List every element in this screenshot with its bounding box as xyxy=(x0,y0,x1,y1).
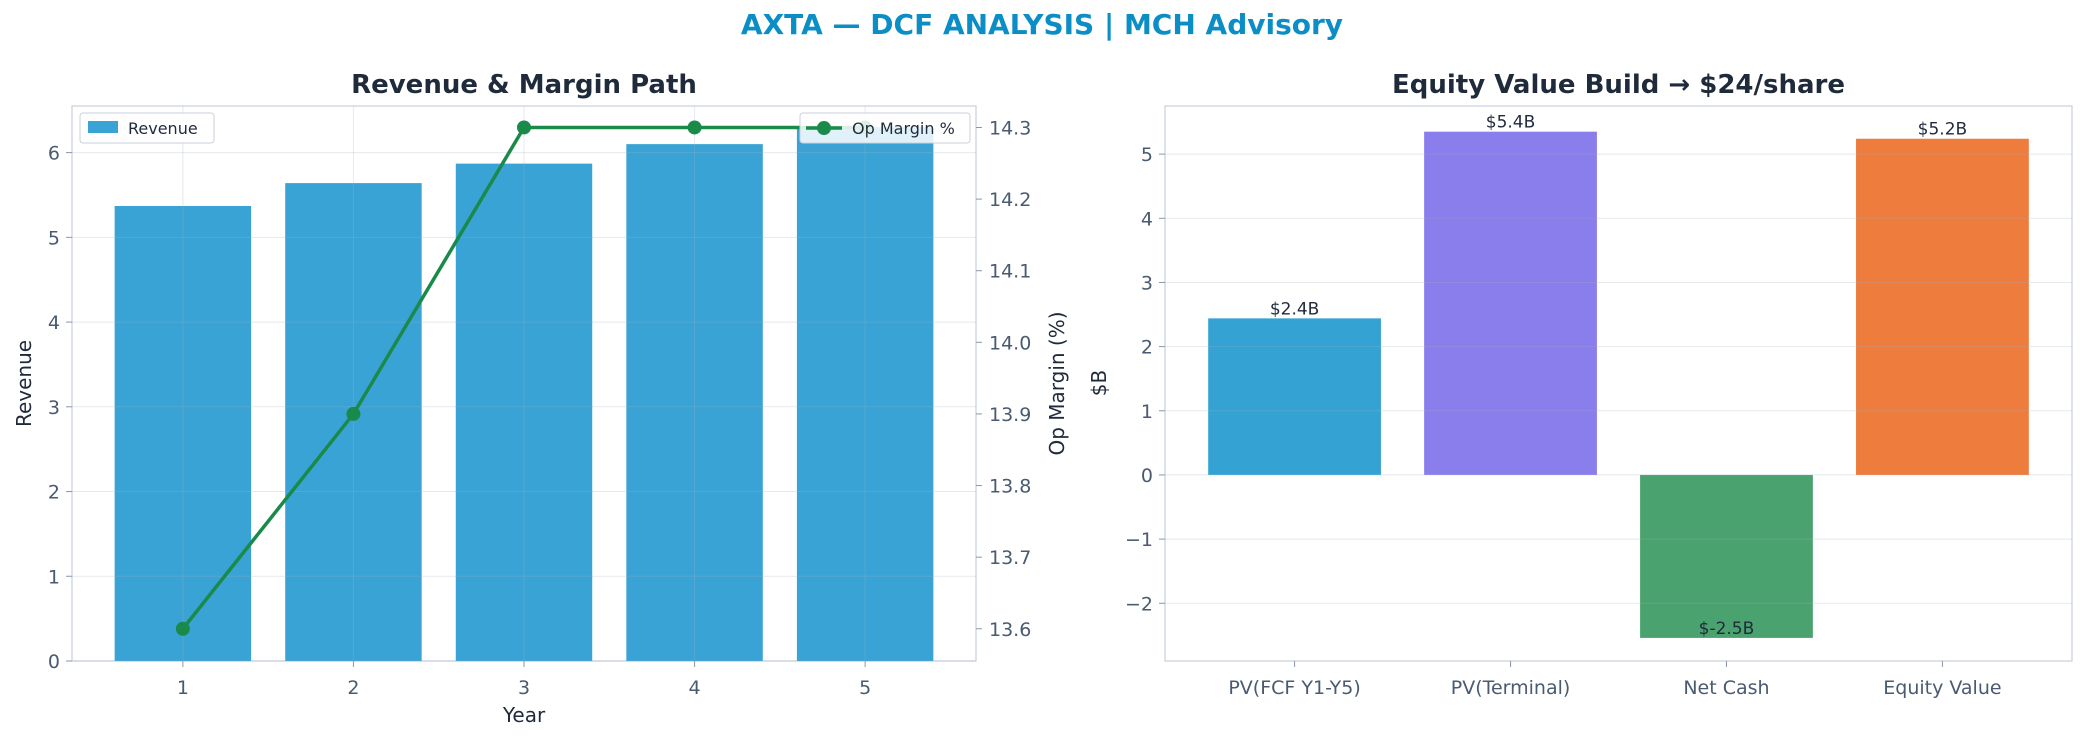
revenue-bar xyxy=(626,144,763,662)
op-margin-point xyxy=(346,406,361,421)
revenue-bar xyxy=(796,127,934,661)
margin-tick-label: 14.1 xyxy=(989,261,1031,283)
equity-tick-label: −1 xyxy=(1125,529,1153,551)
revenue-tick-label: 3 xyxy=(48,397,60,419)
year-tick-label: 3 xyxy=(518,677,530,699)
revenue-legend-label: Revenue xyxy=(128,119,198,138)
equity-bar xyxy=(1640,474,1813,638)
equity-axis-label: $B xyxy=(1087,370,1111,396)
component-tick-label: Equity Value xyxy=(1883,677,2001,699)
op-margin-axis-label: Op Margin (%) xyxy=(1045,311,1069,455)
equity-tick-label: 5 xyxy=(1141,144,1153,166)
year-tick-label: 5 xyxy=(859,677,871,699)
revenue-tick-label: 1 xyxy=(48,566,60,588)
equity-data-label: $5.2B xyxy=(1918,120,1968,140)
component-tick-label: PV(Terminal) xyxy=(1451,677,1571,699)
equity-bar xyxy=(1208,318,1381,475)
equity-tick-label: 2 xyxy=(1141,337,1153,359)
year-tick-label: 4 xyxy=(689,677,701,699)
revenue-tick-label: 2 xyxy=(48,482,60,504)
op-margin-legend-label: Op Margin % xyxy=(852,119,955,138)
revenue-legend-swatch xyxy=(88,121,118,133)
margin-tick-label: 14.0 xyxy=(989,332,1031,354)
figure-title: AXTA — DCF ANALYSIS | MCH Advisory xyxy=(740,8,1344,41)
margin-tick-label: 13.6 xyxy=(989,619,1031,641)
revenue-tick-label: 5 xyxy=(48,227,60,249)
op-margin-legend xyxy=(799,112,971,144)
margin-tick-label: 13.7 xyxy=(989,547,1031,569)
equity-tick-label: 3 xyxy=(1141,272,1153,294)
op-margin-point xyxy=(175,621,190,636)
year-axis-label: Year xyxy=(502,703,546,727)
revenue-bar xyxy=(114,205,252,661)
equity-tick-label: 1 xyxy=(1141,401,1153,423)
revenue-bar xyxy=(285,183,422,661)
revenue-bar xyxy=(455,163,593,661)
component-tick-label: Net Cash xyxy=(1683,677,1769,699)
equity-tick-label: 4 xyxy=(1141,208,1153,230)
op-margin-point xyxy=(517,120,531,135)
margin-tick-label: 13.9 xyxy=(989,404,1031,426)
equity-data-label: $-2.5B xyxy=(1699,619,1755,639)
component-tick-label: PV(FCF Y1-Y5) xyxy=(1228,677,1360,699)
revenue-chart-title: Revenue & Margin Path xyxy=(351,70,697,100)
equity-chart-title: Equity Value Build → $24/share xyxy=(1392,70,1845,100)
equity-bar xyxy=(1424,131,1597,475)
equity-data-label: $5.4B xyxy=(1486,113,1536,133)
equity-bar xyxy=(1856,138,2029,475)
op-margin-point xyxy=(687,120,702,135)
margin-tick-label: 14.2 xyxy=(989,189,1031,211)
margin-tick-label: 13.8 xyxy=(989,476,1031,498)
revenue-axis-label: Revenue xyxy=(12,340,36,427)
revenue-tick-label: 0 xyxy=(48,651,60,673)
margin-tick-label: 14.3 xyxy=(989,117,1031,139)
revenue-tick-label: 6 xyxy=(48,143,60,165)
revenue-tick-label: 4 xyxy=(48,312,60,334)
equity-data-label: $2.4B xyxy=(1270,299,1320,319)
equity-tick-label: −2 xyxy=(1125,593,1153,615)
year-tick-label: 2 xyxy=(347,677,359,699)
op-margin-legend-marker xyxy=(817,121,831,135)
year-tick-label: 1 xyxy=(177,677,189,699)
revenue-legend xyxy=(79,112,215,144)
equity-tick-label: 0 xyxy=(1141,465,1153,487)
